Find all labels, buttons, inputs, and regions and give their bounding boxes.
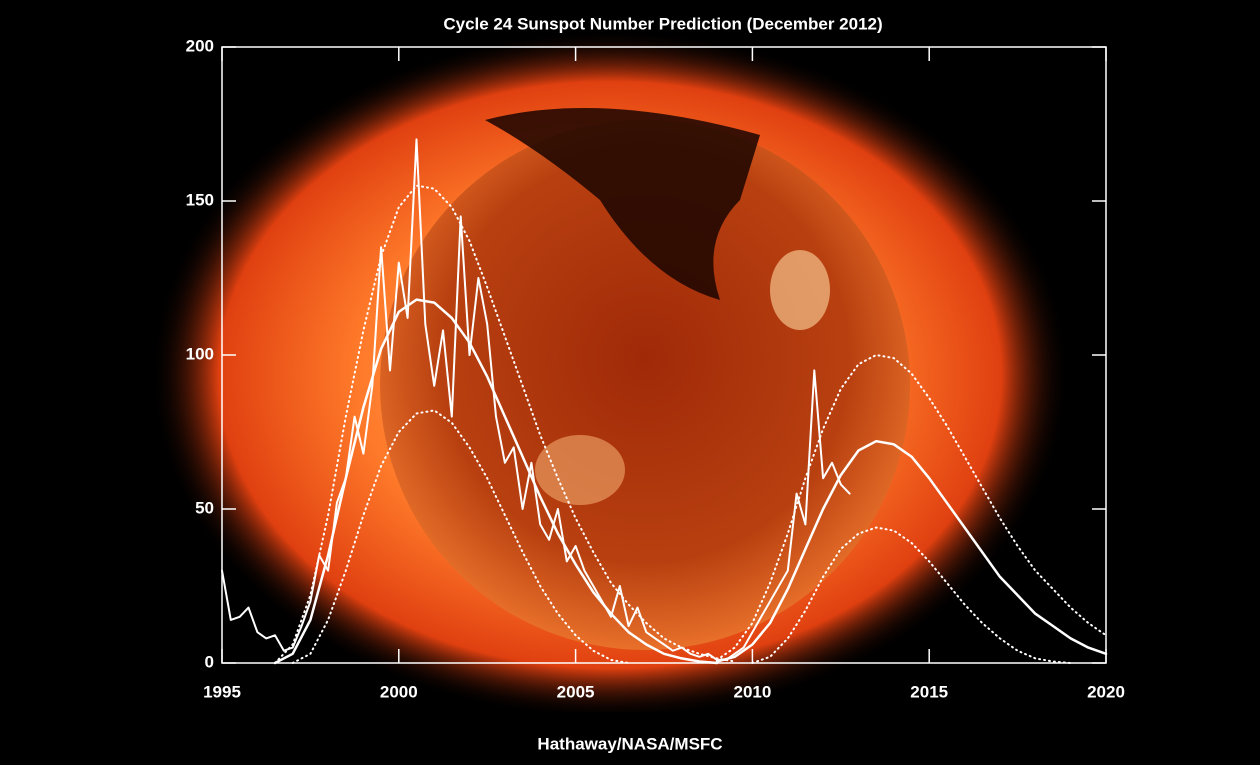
- coronal-hole: [485, 108, 760, 300]
- series-line: [221, 138, 851, 661]
- x-tick-label: 2015: [910, 682, 948, 701]
- chart-title: Cycle 24 Sunspot Number Prediction (Dece…: [443, 14, 882, 33]
- y-tick-label: 100: [186, 344, 214, 363]
- active-region: [535, 435, 625, 505]
- source-credit: Hathaway/NASA/MSFC: [537, 734, 722, 753]
- x-tick-label: 2010: [733, 682, 771, 701]
- series-line: [751, 526, 1072, 664]
- series-line: [716, 354, 1107, 661]
- series-line: [273, 298, 719, 665]
- series-line: [715, 439, 1108, 663]
- active-region: [770, 250, 830, 330]
- x-tick-label: 2000: [380, 682, 418, 701]
- x-tick-label: 2020: [1087, 682, 1125, 701]
- y-tick-label: 50: [195, 498, 214, 517]
- series-line: [274, 184, 736, 664]
- x-tick-label: 1995: [203, 682, 241, 701]
- y-tick-label: 0: [205, 652, 214, 671]
- y-tick-label: 200: [186, 36, 214, 55]
- series-line: [291, 409, 630, 664]
- footer-band: [125, 712, 1135, 760]
- y-tick-label: 150: [186, 190, 214, 209]
- x-tick-label: 2005: [557, 682, 595, 701]
- sun-disk: [380, 120, 910, 650]
